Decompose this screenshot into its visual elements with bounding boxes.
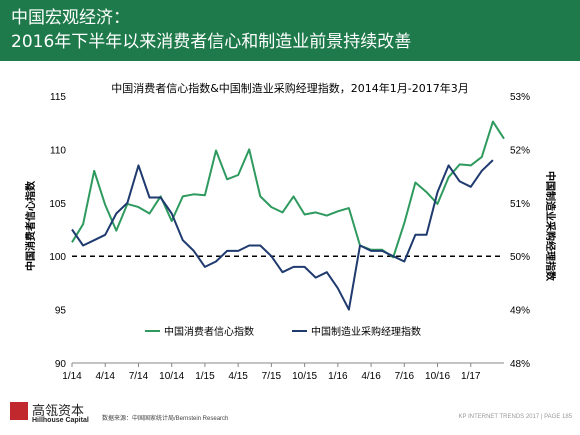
logo-english-name: Hillhouse Capital: [32, 417, 89, 424]
x-tick-label: 10/14: [159, 371, 184, 382]
chart: 中国消费者信心指数&中国制造业采购经理指数，2014年1月-2017年3月 11…: [24, 81, 557, 382]
y-tick-right: 52%: [510, 145, 530, 156]
x-tick-label: 4/15: [228, 371, 248, 382]
banner-subtitle: 2016年下半年以来消费者信心和制造业前景持续改善: [11, 32, 412, 52]
y-tick-right: 51%: [510, 199, 530, 210]
title-banner: 中国宏观经济： 2016年下半年以来消费者信心和制造业前景持续改善: [0, 0, 580, 61]
legend-label-pmi: 中国制造业采购经理指数: [311, 325, 421, 338]
y-tick-left: 90: [55, 359, 67, 370]
legend: 中国消费者信心指数 中国制造业采购经理指数: [145, 325, 421, 338]
series-line-consumer-confidence: [71, 120, 505, 259]
x-tick-label: 1/14: [62, 371, 82, 382]
page-footer: KP INTERNET TRENDS 2017 | PAGE 185: [458, 414, 573, 420]
x-tick-label: 7/15: [262, 371, 282, 382]
legend-label-consumer: 中国消费者信心指数: [164, 325, 254, 338]
y-tick-right: 48%: [510, 359, 530, 370]
y-tick-left: 110: [50, 145, 66, 156]
x-tick-label: 4/16: [361, 371, 381, 382]
logo-chinese-name: 高瓴资本: [32, 404, 85, 419]
y-axis-left-label: 中国消费者信心指数: [24, 180, 37, 271]
y-tick-left: 100: [49, 252, 66, 263]
x-tick-label: 4/14: [95, 371, 115, 382]
y-tick-left: 95: [55, 306, 67, 317]
data-source-note: 数据来源：中国国家统计局/Bernstein Research: [102, 416, 229, 422]
hillhouse-logo-mark: [10, 402, 28, 420]
x-tick-label: 10/15: [292, 371, 317, 382]
x-tick-label: 1/17: [461, 371, 481, 382]
y-tick-right: 49%: [510, 306, 530, 317]
y-tick-left: 105: [49, 199, 66, 210]
chart-title: 中国消费者信心指数&中国制造业采购经理指数，2014年1月-2017年3月: [111, 81, 469, 95]
x-tick-label: 7/16: [395, 371, 415, 382]
x-tick-label: 10/16: [425, 371, 450, 382]
banner-title: 中国宏观经济：: [11, 8, 130, 28]
y-tick-right: 53%: [510, 92, 530, 103]
y-axis-right-label: 中国制造业采购经理指数: [544, 171, 557, 282]
y-tick-right: 50%: [510, 252, 530, 263]
series-line-pmi: [71, 159, 494, 311]
x-tick-label: 7/14: [129, 371, 149, 382]
x-tick-label: 1/15: [195, 371, 215, 382]
y-tick-left: 115: [50, 92, 66, 103]
x-tick-label: 1/16: [328, 371, 348, 382]
